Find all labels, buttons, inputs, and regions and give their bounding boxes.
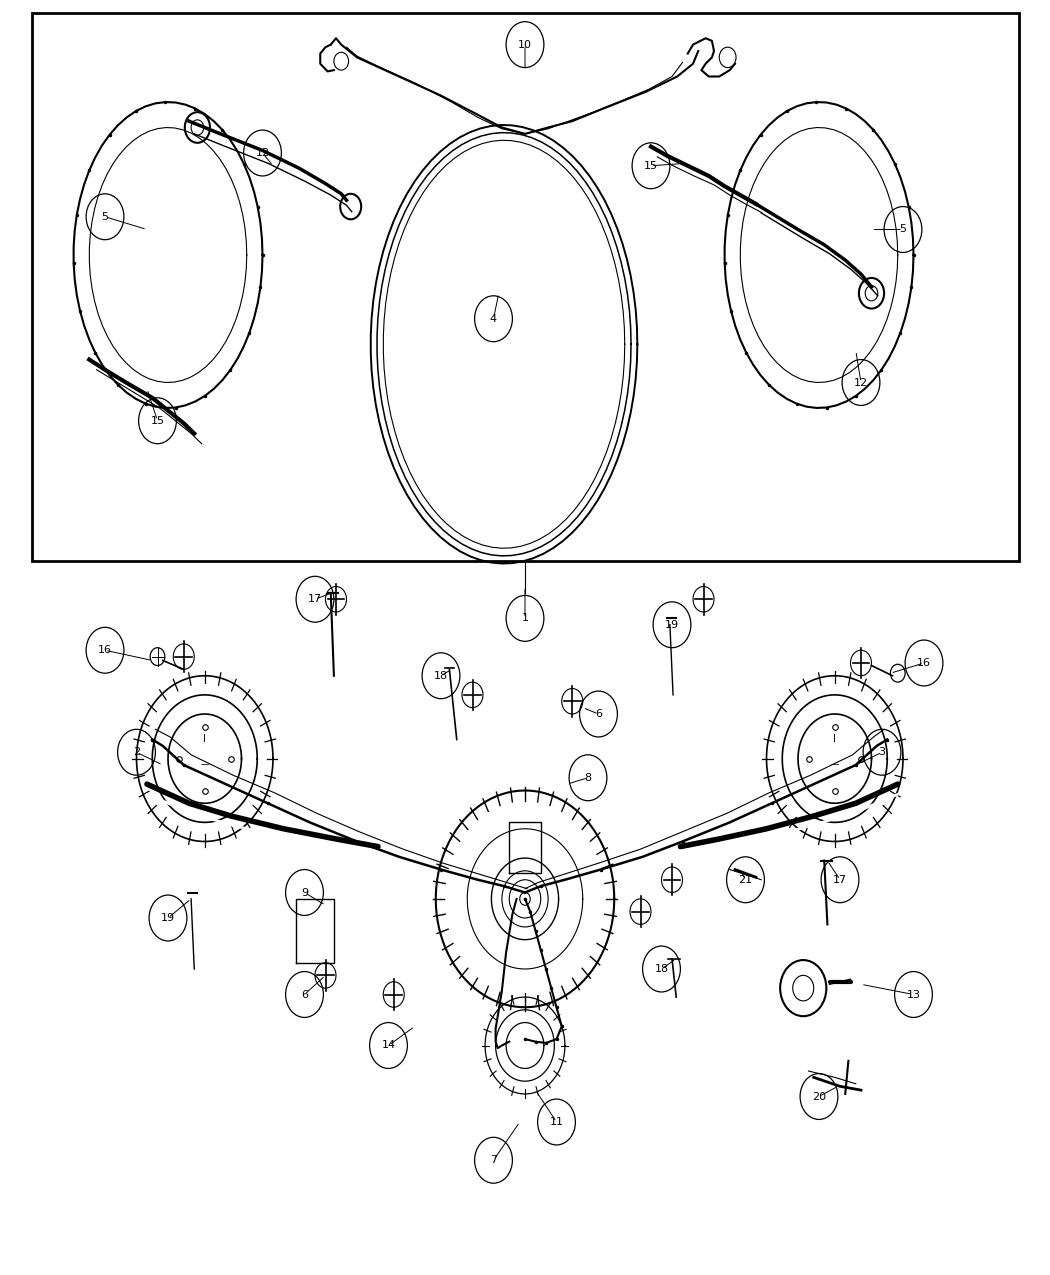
Text: 16: 16	[98, 645, 112, 655]
Text: —: —	[201, 760, 209, 770]
Text: 15: 15	[644, 161, 658, 171]
Text: 9: 9	[301, 887, 308, 898]
Text: 16: 16	[917, 658, 931, 668]
Text: 19: 19	[161, 913, 175, 923]
Circle shape	[890, 664, 905, 682]
Text: 18: 18	[654, 964, 669, 974]
Text: 17: 17	[308, 594, 322, 604]
Text: 2: 2	[133, 747, 140, 757]
Text: 15: 15	[150, 416, 165, 426]
Text: 7: 7	[490, 1155, 497, 1165]
Text: 14: 14	[381, 1040, 396, 1051]
Text: 20: 20	[812, 1091, 826, 1102]
Text: 1: 1	[522, 613, 528, 623]
Text: 3: 3	[879, 747, 885, 757]
Text: 19: 19	[665, 620, 679, 630]
Text: 5: 5	[900, 224, 906, 235]
Text: 10: 10	[518, 40, 532, 50]
Text: 21: 21	[738, 875, 753, 885]
Text: I: I	[834, 734, 836, 745]
Text: 12: 12	[854, 377, 868, 388]
Text: 12: 12	[255, 148, 270, 158]
Text: 8: 8	[585, 773, 591, 783]
Text: —: —	[831, 760, 839, 770]
Text: 18: 18	[434, 671, 448, 681]
Text: 13: 13	[906, 989, 921, 1000]
Text: 4: 4	[490, 314, 497, 324]
Text: 17: 17	[833, 875, 847, 885]
Text: 11: 11	[549, 1117, 564, 1127]
Text: I: I	[204, 734, 206, 745]
Text: 6: 6	[301, 989, 308, 1000]
Circle shape	[150, 648, 165, 666]
Text: 5: 5	[102, 212, 108, 222]
Text: 6: 6	[595, 709, 602, 719]
